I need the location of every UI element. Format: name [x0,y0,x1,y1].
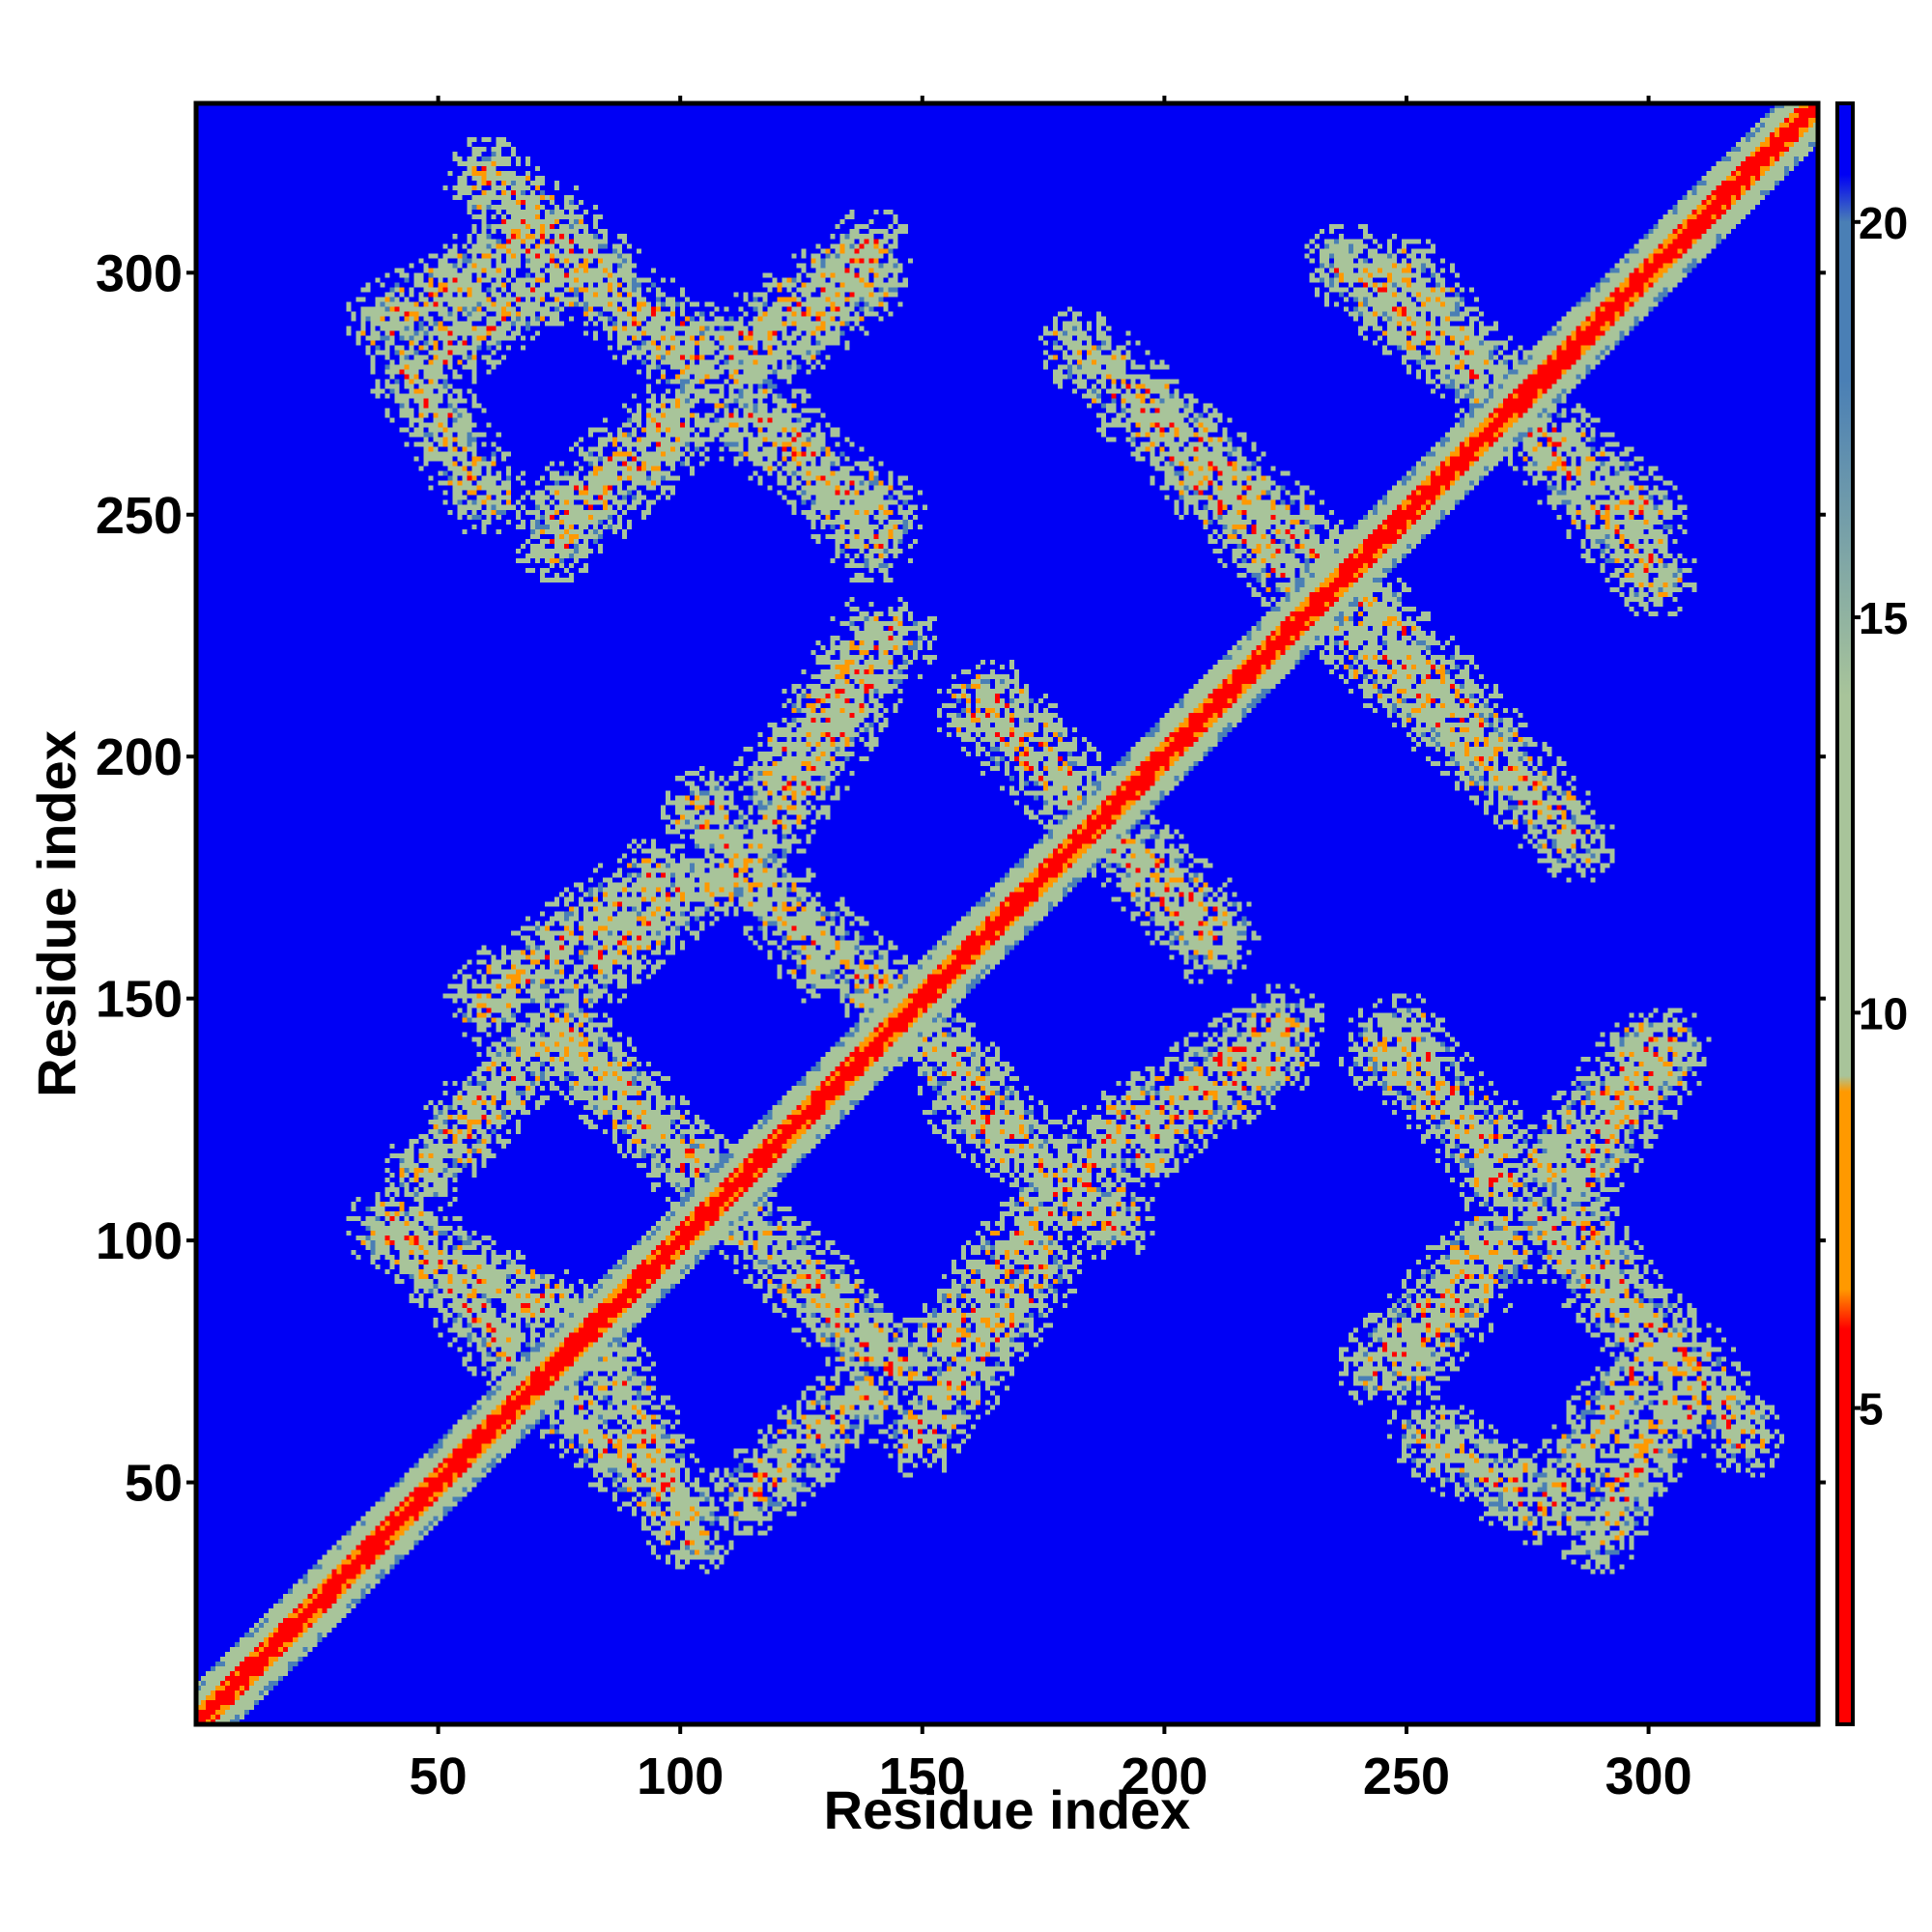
colorbar-tick-label: 15 [1859,593,1908,643]
top-axis-ticks [436,96,1651,103]
x-axis-ticks: 50 100 150 200 250 300 [410,1724,1692,1805]
y-axis-label: Residue index [26,730,87,1097]
x-tick-label: 200 [1121,1747,1208,1805]
heatmap-cells [196,103,1818,1724]
x-tick-label: 150 [879,1747,966,1805]
x-tick-label: 50 [410,1747,468,1805]
y-tick-label: 100 [96,1212,183,1270]
y-tick-label: 300 [96,244,183,302]
y-tick-label: 200 [96,728,183,786]
y-tick-label: 50 [125,1455,183,1513]
heatmap-image [196,103,1818,1724]
x-axis-label: Residue index [824,1779,1191,1840]
colorbar-tick-label: 5 [1859,1384,1884,1435]
x-tick-label: 100 [637,1747,724,1805]
y-axis-ticks: 50 100 150 200 250 300 [96,244,196,1513]
colorbar: 5 10 15 20 [1835,101,1908,1726]
x-tick-label: 300 [1605,1747,1692,1805]
right-axis-ticks [1818,270,1826,1485]
colorbar-tick-label: 20 [1859,198,1908,248]
plot-frame [193,100,1821,1727]
x-tick-label: 250 [1363,1747,1450,1805]
y-tick-label: 150 [96,971,183,1029]
colorbar-tick-label: 10 [1859,988,1908,1038]
y-tick-label: 250 [96,487,183,545]
colorbar-scale [1835,101,1855,1726]
